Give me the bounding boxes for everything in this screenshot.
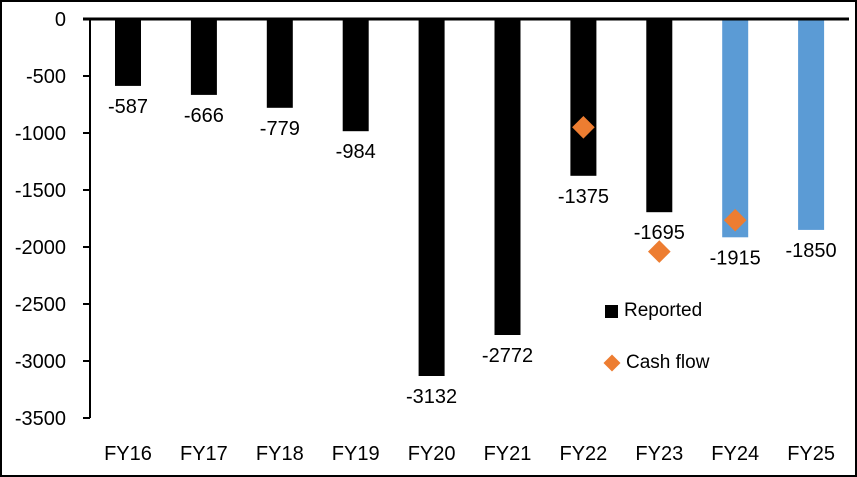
y-tick-label: -2000: [15, 237, 66, 259]
x-tick-label: FY16: [104, 443, 152, 465]
bar-FY23: [646, 19, 673, 213]
bar-value-label: -1695: [634, 222, 685, 244]
legend-label-reported: Reported: [624, 300, 703, 321]
bar-FY17: [190, 19, 217, 95]
bar-FY19: [342, 19, 369, 132]
legend-label-cash-flow: Cash flow: [626, 352, 710, 373]
bar-FY20: [418, 19, 445, 376]
bar-FY22: [570, 19, 597, 176]
y-tick-label: -1500: [15, 180, 66, 202]
y-tick-label: -1000: [15, 123, 66, 145]
legend-item-reported: Reported: [605, 300, 709, 322]
y-tick-label: 0: [55, 9, 66, 31]
bar-value-label: -984: [336, 141, 376, 163]
legend: Reported Cash flow: [603, 300, 710, 404]
y-tick-label: -3500: [15, 408, 66, 430]
y-tick-label: -3000: [15, 351, 66, 373]
x-tick-label: FY23: [635, 443, 683, 465]
x-tick-label: FY22: [559, 443, 607, 465]
bar-FY18: [266, 19, 293, 108]
bar-value-label: -1375: [558, 186, 609, 208]
x-tick-label: FY19: [332, 443, 380, 465]
bar-FY24: [722, 19, 749, 238]
y-tick-label: -2500: [15, 294, 66, 316]
y-tick-label: -500: [26, 66, 66, 88]
legend-item-cash-flow: Cash flow: [603, 352, 710, 374]
cash-flow-diamond-icon: [603, 354, 621, 372]
x-tick-label: FY25: [787, 443, 835, 465]
bar-value-label: -3132: [406, 386, 457, 408]
bar-value-label: -587: [108, 96, 148, 118]
bar-value-label: -1850: [786, 240, 837, 262]
x-tick-label: FY17: [180, 443, 228, 465]
x-tick-label: FY21: [484, 443, 532, 465]
bar-value-label: -666: [184, 105, 224, 127]
x-tick-label: FY24: [711, 443, 759, 465]
bar-FY16: [115, 19, 141, 86]
bar-value-label: -2772: [482, 345, 533, 367]
reported-square-icon: [605, 304, 618, 318]
x-tick-label: FY18: [256, 443, 304, 465]
bar-FY25: [798, 19, 825, 230]
bar-value-label: -1915: [710, 247, 761, 269]
x-tick-label: FY20: [408, 443, 456, 465]
bar-value-label: -779: [260, 118, 300, 140]
bar-FY21: [494, 19, 521, 335]
